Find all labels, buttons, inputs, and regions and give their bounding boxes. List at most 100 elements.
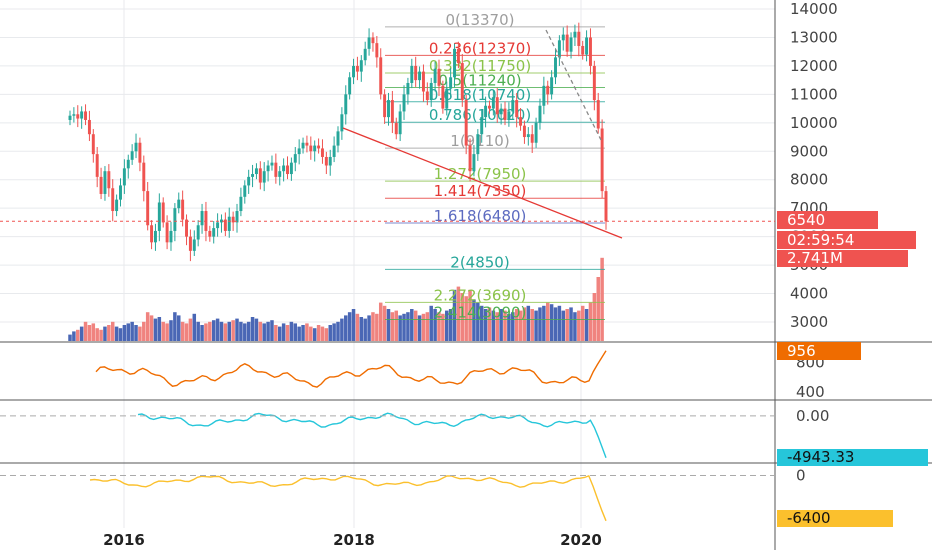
volume-bar bbox=[153, 318, 158, 341]
candle-body bbox=[429, 82, 433, 101]
candle-body bbox=[522, 125, 526, 138]
candle-body bbox=[313, 145, 317, 152]
candle-body bbox=[235, 211, 239, 223]
volume-bar bbox=[441, 313, 445, 341]
volume-bar bbox=[491, 310, 496, 341]
fibonacci-levels: 0(13370)0.236(12370)0.382(11750)0.5(1124… bbox=[385, 11, 605, 321]
candle-body bbox=[383, 94, 387, 118]
candle-body bbox=[305, 142, 309, 146]
volume-bar bbox=[402, 313, 406, 341]
candle-body bbox=[95, 154, 99, 177]
volume-bar bbox=[227, 321, 231, 341]
time-tick-label: 2016 bbox=[103, 531, 145, 549]
volume-bar bbox=[507, 313, 511, 341]
candle-body bbox=[185, 219, 188, 237]
volume-bar bbox=[126, 323, 131, 341]
volume-bar bbox=[417, 315, 422, 341]
candle-body bbox=[554, 57, 557, 78]
candle-body bbox=[542, 85, 546, 106]
candle-body bbox=[418, 71, 422, 81]
candle-body bbox=[142, 162, 146, 192]
candle-body bbox=[488, 105, 491, 109]
candle-body bbox=[410, 65, 414, 83]
candle-body bbox=[262, 171, 266, 183]
candle-body bbox=[519, 117, 523, 126]
volume-bar bbox=[239, 321, 243, 341]
candle-body bbox=[196, 225, 200, 240]
volume-bar bbox=[549, 304, 554, 341]
volume-bar bbox=[433, 309, 437, 341]
volume-bar bbox=[569, 307, 573, 341]
candle-body bbox=[460, 63, 464, 101]
fib-label: 1(9110) bbox=[450, 132, 509, 150]
indicator-3-badge: -6400 bbox=[787, 509, 831, 527]
candle-body bbox=[192, 239, 196, 251]
candle-body bbox=[138, 142, 142, 163]
volume-bar bbox=[130, 321, 134, 341]
volume-bar bbox=[592, 293, 597, 341]
indicator-1-tick-label: 400 bbox=[796, 383, 825, 401]
candle-body bbox=[282, 165, 286, 172]
candle-body bbox=[200, 211, 204, 226]
volume-bar bbox=[149, 315, 154, 341]
volume-bar bbox=[258, 321, 263, 341]
candle-body bbox=[126, 159, 130, 169]
volume-bar bbox=[173, 312, 177, 341]
volume-bar bbox=[215, 318, 220, 341]
candle-body bbox=[111, 188, 115, 212]
volume-bar bbox=[355, 313, 360, 341]
volume-bar bbox=[118, 328, 123, 341]
volume-bar bbox=[200, 325, 204, 341]
volume-bar bbox=[184, 323, 189, 341]
candle-body bbox=[530, 134, 534, 143]
candle-body bbox=[320, 148, 324, 157]
candle-body bbox=[379, 57, 383, 95]
indicator-3-line bbox=[89, 475, 607, 522]
candle-body bbox=[146, 191, 150, 226]
candle-body bbox=[387, 100, 390, 118]
volume-bar bbox=[557, 305, 562, 341]
candle-body bbox=[76, 114, 80, 119]
volume-bar bbox=[177, 315, 181, 341]
volume-bar bbox=[522, 307, 527, 341]
volume-bar bbox=[107, 325, 111, 341]
volume-badge-bg bbox=[777, 250, 908, 267]
candle-body bbox=[87, 119, 91, 135]
volume-bar bbox=[231, 320, 235, 341]
volume-bar bbox=[425, 312, 430, 341]
candle-body bbox=[99, 176, 103, 194]
price-tick-label: 14000 bbox=[790, 0, 838, 18]
candle-body bbox=[134, 142, 138, 152]
candle-body bbox=[511, 100, 515, 112]
volume-bar bbox=[394, 310, 399, 341]
volume-bar bbox=[406, 312, 410, 341]
volume-bar bbox=[526, 305, 531, 341]
fib-label: 1.618(6480) bbox=[434, 207, 527, 225]
indicator-1-badge: 956 bbox=[787, 342, 816, 360]
candle-body bbox=[375, 43, 379, 58]
volume-bar bbox=[472, 299, 476, 341]
candle-body bbox=[573, 31, 577, 38]
volume-bar bbox=[95, 328, 99, 341]
candle-body bbox=[472, 154, 476, 172]
time-tick-label: 2020 bbox=[560, 531, 602, 549]
candle-body bbox=[359, 60, 363, 72]
volume-bar bbox=[503, 310, 507, 341]
volume-bar bbox=[588, 302, 593, 341]
candle-body bbox=[398, 111, 402, 135]
volume-bar bbox=[344, 315, 348, 341]
volume-bar bbox=[553, 307, 558, 341]
volume-bar bbox=[476, 302, 480, 341]
candle-body bbox=[309, 145, 313, 152]
price-tick-label: 12000 bbox=[790, 57, 838, 75]
volume-bar bbox=[142, 321, 146, 341]
time-tick-label: 2018 bbox=[333, 531, 375, 549]
trend-drawings bbox=[0, 29, 775, 239]
volume-bar bbox=[301, 325, 305, 341]
volume-bar bbox=[192, 313, 197, 341]
candle-body bbox=[569, 37, 573, 52]
volume-bar bbox=[328, 325, 332, 341]
volume-bar bbox=[277, 326, 282, 341]
candle-body bbox=[495, 97, 499, 115]
candle-body bbox=[278, 171, 282, 177]
